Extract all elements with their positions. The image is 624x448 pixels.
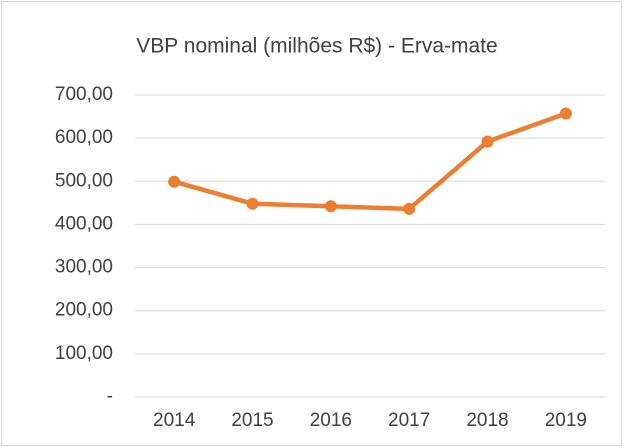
- x-tick-label: 2016: [310, 410, 352, 431]
- y-tick-label: 600,00: [55, 127, 113, 148]
- x-tick-label: 2017: [388, 410, 430, 431]
- x-tick-label: 2018: [466, 410, 508, 431]
- x-tick-label: 2019: [545, 410, 587, 431]
- y-tick-label: 300,00: [55, 257, 113, 278]
- y-tick-label: 700,00: [55, 84, 113, 105]
- marker: [481, 135, 494, 148]
- marker: [403, 202, 416, 215]
- marker: [559, 107, 572, 120]
- line: [171, 111, 569, 212]
- marker: [246, 197, 259, 210]
- y-tick-label: 100,00: [55, 343, 113, 364]
- chart-title: VBP nominal (milhões R$) - Erva-mate: [136, 35, 497, 58]
- marker: [168, 175, 181, 188]
- marker: [324, 200, 337, 213]
- x-tick-label: 2015: [231, 410, 273, 431]
- y-tick-label: 200,00: [55, 300, 113, 321]
- x-tick-label: 2014: [153, 410, 196, 431]
- y-tick-label: 400,00: [55, 213, 113, 234]
- y-tick-label: 500,00: [55, 170, 113, 191]
- y-tick-label: -: [107, 386, 113, 407]
